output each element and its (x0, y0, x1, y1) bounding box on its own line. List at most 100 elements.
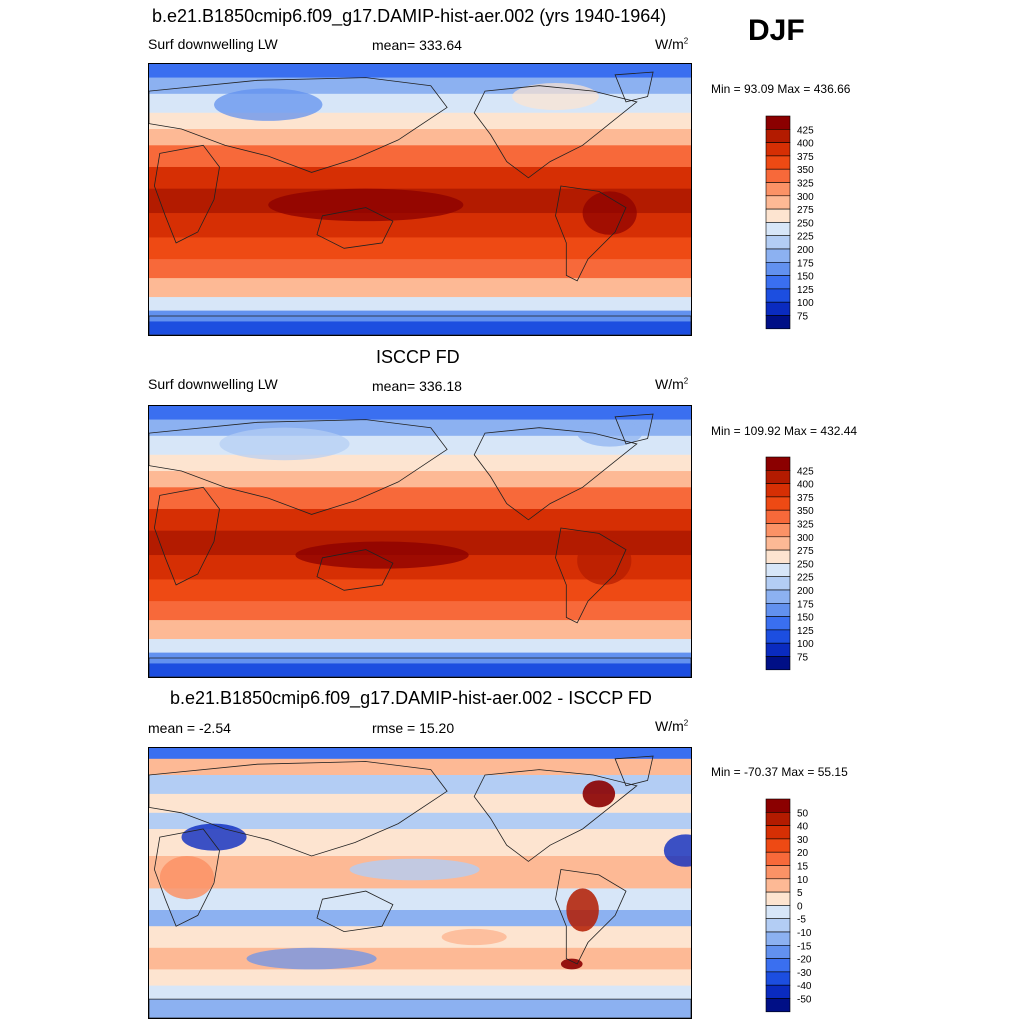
panel1-colorbar: 425 400 375 350 325 300 275 250 225 200 175 150 125 1… (765, 115, 845, 330)
coastline (316, 549, 394, 591)
map-band (149, 601, 691, 621)
colorbar-box (765, 315, 791, 330)
colorbar-box (765, 248, 791, 263)
map-band (149, 297, 691, 312)
map-band (149, 471, 691, 488)
map-band (149, 663, 691, 677)
colorbar-tick-label: 425 (797, 125, 814, 136)
coastline (473, 769, 638, 862)
colorbar-tick-label: 150 (797, 613, 814, 624)
colorbar-box (765, 222, 791, 237)
panel1-variable-label: Surf downwelling LW (148, 36, 278, 52)
colorbar-box (765, 945, 791, 959)
map-band (149, 278, 691, 298)
panel3-title: b.e21.B1850cmip6.f09_g17.DAMIP-hist-aer.… (170, 688, 652, 708)
map-feature (214, 88, 323, 121)
map-band (149, 145, 691, 168)
panel3-map (148, 747, 692, 1019)
map-band (149, 620, 691, 640)
colorbar-tick-label: 275 (797, 205, 814, 216)
colorbar-box (765, 496, 791, 511)
colorbar-tick-label: 125 (797, 626, 814, 637)
colorbar-box (765, 971, 791, 986)
colorbar-tick-label: 350 (797, 506, 814, 517)
colorbar-tick-label: 425 (797, 466, 814, 477)
map-band (149, 487, 691, 510)
colorbar-tick-label: 30 (797, 835, 809, 846)
map-band (149, 237, 691, 260)
colorbar-box (765, 838, 791, 853)
coastline (149, 77, 448, 173)
colorbar-tick-label: 0 (797, 901, 803, 912)
colorbar-box (765, 563, 791, 578)
colorbar-box (765, 536, 791, 551)
map-feature (349, 858, 480, 881)
map-feature (582, 191, 637, 235)
map-feature (441, 928, 507, 946)
panel1-map (148, 63, 692, 336)
colorbar-tick-label: -50 (797, 995, 812, 1006)
map-feature (577, 536, 632, 585)
colorbar-box (765, 470, 791, 484)
colorbar-tick-label: -10 (797, 928, 812, 939)
colorbar-box (765, 589, 791, 604)
colorbar-box (765, 235, 791, 250)
coastline (473, 85, 638, 179)
coastline (149, 419, 448, 515)
colorbar-tick-label: 200 (797, 586, 814, 597)
coastline (316, 207, 394, 249)
map-band (149, 748, 691, 760)
map-feature (577, 419, 643, 447)
colorbar-tick-label: 250 (797, 218, 814, 229)
colorbar-tick-label: 225 (797, 573, 814, 584)
map-band (149, 454, 691, 472)
map-feature (159, 856, 215, 900)
colorbar-tick-label: 15 (797, 862, 809, 873)
map-band (149, 259, 691, 279)
colorbar-box (765, 509, 791, 524)
colorbar-tick-label: 100 (797, 298, 814, 309)
colorbar-tick-label: 75 (797, 653, 809, 664)
panel2-map (148, 405, 692, 678)
colorbar-box (765, 984, 791, 999)
colorbar-tick-label: 225 (797, 232, 814, 243)
map-band (149, 129, 691, 146)
coastline (149, 998, 691, 1018)
panel2-title: ISCCP FD (376, 347, 460, 367)
colorbar-box (765, 878, 791, 893)
colorbar-box (765, 523, 791, 538)
colorbar-tick-label: 40 (797, 822, 809, 833)
map-band (149, 926, 691, 949)
colorbar-box (765, 958, 791, 973)
colorbar-tick-label: 150 (797, 272, 814, 283)
panel1-minmax: Min = 93.09 Max = 436.66 (711, 82, 851, 96)
panel1-units: W/m2 (655, 36, 689, 52)
colorbar-tick-label: 50 (797, 808, 809, 819)
colorbar-box (765, 301, 791, 316)
coastline (473, 427, 638, 521)
colorbar-box (765, 918, 791, 933)
colorbar-box (765, 798, 791, 813)
coastline (153, 486, 220, 586)
map-band (149, 321, 691, 335)
colorbar-tick-label: 325 (797, 179, 814, 190)
map-band (149, 947, 691, 970)
panel3-units: W/m2 (655, 718, 689, 734)
map-band (149, 579, 691, 602)
colorbar-tick-label: -40 (797, 981, 812, 992)
colorbar-box (765, 195, 791, 210)
coastline (614, 413, 654, 445)
colorbar-tick-label: 400 (797, 139, 814, 150)
coastline (316, 890, 394, 933)
colorbar-tick-label: 300 (797, 533, 814, 544)
colorbar-tick-label: 275 (797, 546, 814, 557)
season-label: DJF (748, 14, 805, 47)
colorbar-box (765, 142, 791, 157)
map-feature (566, 888, 599, 932)
map-feature (582, 780, 616, 808)
colorbar-box (765, 115, 791, 130)
colorbar-box (765, 891, 791, 906)
colorbar-tick-label: 325 (797, 520, 814, 531)
colorbar-tick-label: 100 (797, 639, 814, 650)
map-band (149, 77, 691, 95)
